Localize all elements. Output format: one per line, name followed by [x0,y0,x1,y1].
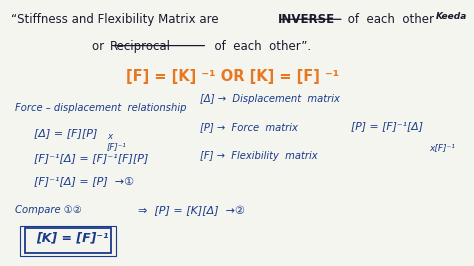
Text: [P] = [F]⁻¹[Δ]: [P] = [F]⁻¹[Δ] [351,121,423,131]
Text: “Stiffness and Flexibility Matrix are: “Stiffness and Flexibility Matrix are [10,13,222,26]
Text: Compare ①②: Compare ①② [15,205,82,215]
Text: [P] →  Force  matrix: [P] → Force matrix [201,122,298,132]
Text: Keeda: Keeda [435,13,467,22]
Text: Force – displacement  relationship: Force – displacement relationship [15,103,187,113]
Text: [F] = [K] ⁻¹ OR [K] = [F] ⁻¹: [F] = [K] ⁻¹ OR [K] = [F] ⁻¹ [126,69,339,84]
Text: or: or [91,40,111,53]
Text: ⇒  [P] = [K][Δ]  →②: ⇒ [P] = [K][Δ] →② [138,205,245,216]
Text: x
[F]⁻¹: x [F]⁻¹ [107,132,127,151]
Text: [F]⁻¹[Δ] = [F]⁻¹[F][P]: [F]⁻¹[Δ] = [F]⁻¹[F][P] [34,153,148,163]
Text: [K] = [F]⁻¹: [K] = [F]⁻¹ [36,232,109,245]
Text: [Δ] = [F][P]: [Δ] = [F][P] [34,128,97,138]
Text: [Δ] →  Displacement  matrix: [Δ] → Displacement matrix [201,94,340,103]
Text: of  each  other”.: of each other”. [207,40,311,53]
Text: x[F]⁻¹: x[F]⁻¹ [429,144,455,152]
Text: of  each  other: of each other [344,13,434,26]
Text: Reciprocal: Reciprocal [110,40,171,53]
Text: [F]⁻¹[Δ] = [P]  →①: [F]⁻¹[Δ] = [P] →① [34,176,134,186]
Text: INVERSE: INVERSE [278,13,335,26]
Text: [F] →  Flexibility  matrix: [F] → Flexibility matrix [201,151,318,161]
